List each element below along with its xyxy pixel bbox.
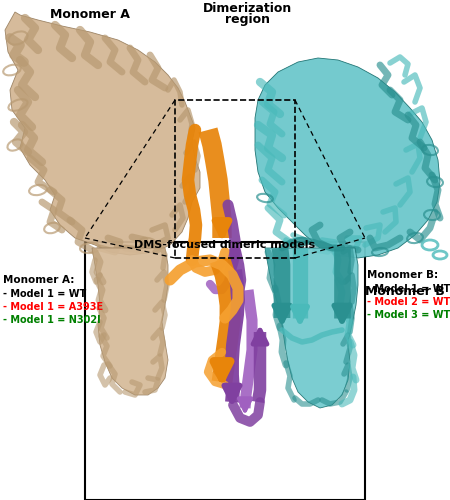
Bar — [175, 100, 295, 258]
Polygon shape — [255, 58, 440, 258]
Polygon shape — [265, 248, 358, 408]
Text: - Model 2 = WT: - Model 2 = WT — [367, 297, 450, 307]
Bar — [85, 242, 365, 500]
Text: Monomer B:: Monomer B: — [367, 270, 438, 280]
Polygon shape — [5, 12, 200, 255]
Text: Monomer A:: Monomer A: — [3, 275, 74, 285]
Text: - Model 1 = N302I: - Model 1 = N302I — [3, 315, 101, 325]
Text: - Model 1 = A393E: - Model 1 = A393E — [3, 302, 103, 312]
Text: - Model 1 = WT: - Model 1 = WT — [367, 284, 450, 294]
Text: Dimerization: Dimerization — [203, 2, 292, 15]
Text: - Model 3 = WT: - Model 3 = WT — [367, 310, 450, 320]
Polygon shape — [92, 248, 168, 395]
Text: Monomer A: Monomer A — [50, 8, 130, 21]
Text: Monomer B: Monomer B — [365, 285, 445, 298]
Text: region: region — [225, 13, 270, 26]
Text: DMS-focused dimeric models: DMS-focused dimeric models — [135, 240, 315, 250]
Text: - Model 1 = WT: - Model 1 = WT — [3, 289, 86, 299]
